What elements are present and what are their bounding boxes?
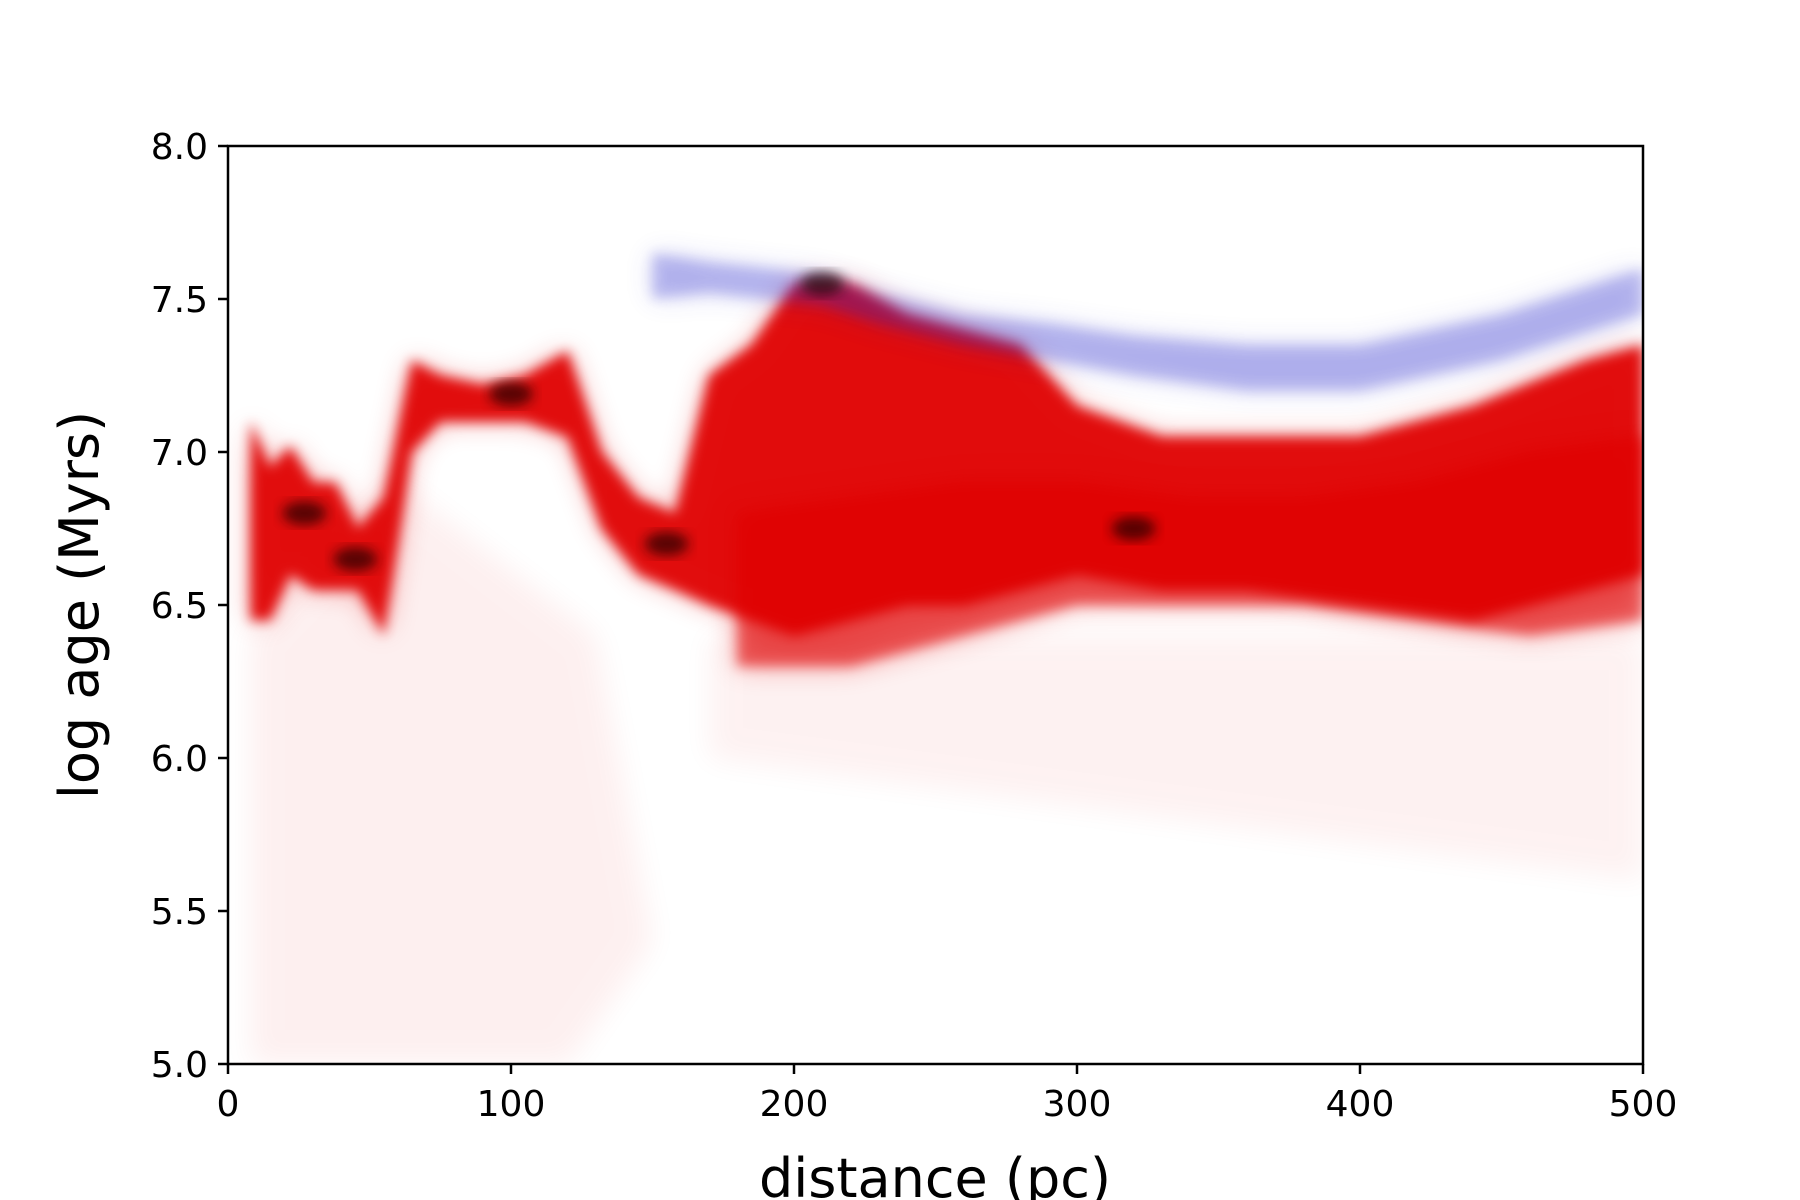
y-tick-label: 5.0 — [151, 1045, 208, 1086]
x-tick-label: 300 — [1043, 1084, 1112, 1125]
y-tick-label: 7.5 — [151, 280, 208, 321]
y-tick-label: 6.0 — [151, 739, 208, 780]
y-axis-ticks: 5.0 5.5 6.0 6.5 7.0 7.5 8.0 — [151, 127, 228, 1086]
dense-core-point — [282, 501, 327, 526]
dense-core-point — [489, 381, 533, 406]
y-tick-label: 7.0 — [151, 433, 208, 474]
blue-series-band — [652, 253, 1643, 391]
x-tick-label: 200 — [760, 1084, 829, 1125]
dense-core-point — [333, 547, 378, 572]
y-tick-label: 8.0 — [151, 127, 208, 168]
low-density-haze — [250, 482, 653, 1064]
dense-core-point — [644, 531, 689, 556]
y-axis-label: log age (Myrs) — [48, 411, 111, 799]
x-tick-label: 500 — [1609, 1084, 1678, 1125]
x-axis-label: distance (pc) — [759, 1147, 1111, 1200]
y-tick-label: 5.5 — [151, 892, 208, 933]
dense-core-point — [1111, 516, 1156, 541]
red-series-band — [737, 436, 1643, 667]
x-tick-label: 100 — [477, 1084, 546, 1125]
dense-core-point — [800, 271, 845, 296]
low-density-haze — [709, 635, 1643, 881]
y-tick-label: 6.5 — [151, 586, 208, 627]
data-layer — [250, 253, 1643, 1064]
x-tick-label: 0 — [217, 1084, 240, 1125]
x-axis-ticks: 0 100 200 300 400 500 — [217, 1064, 1678, 1125]
x-tick-label: 400 — [1326, 1084, 1395, 1125]
